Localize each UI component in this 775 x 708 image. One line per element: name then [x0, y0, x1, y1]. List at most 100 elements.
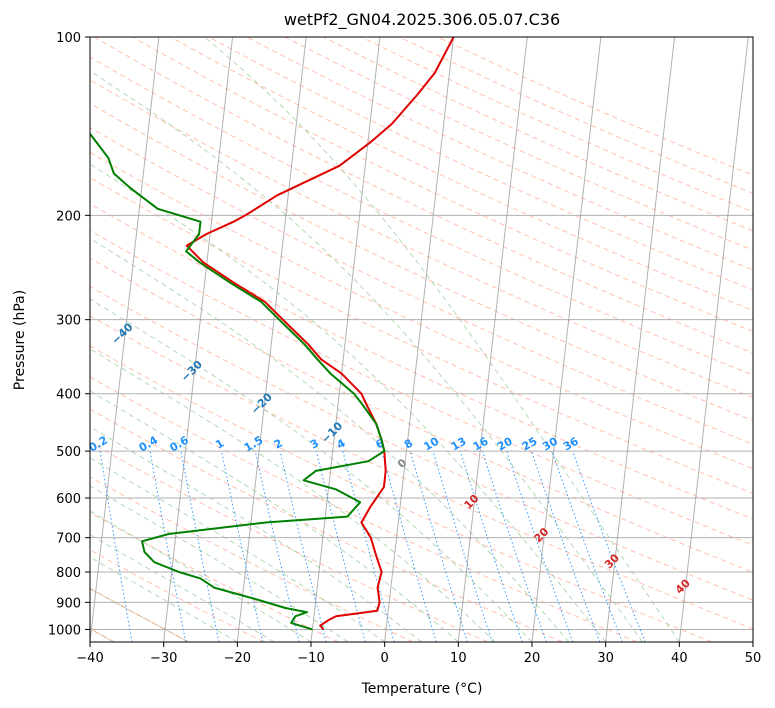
mixing-ratio-line [342, 450, 395, 642]
x-tick-label: 10 [450, 651, 467, 666]
isotherm-line [457, 37, 528, 642]
mixing-ratio-line [254, 450, 300, 642]
isotherm-label: −50 [40, 281, 67, 308]
mixing-ratio-line [180, 451, 220, 642]
dewpoint-line [90, 132, 386, 631]
adiabat-label: 0 [395, 456, 410, 471]
dry-adiabat-line [93, 37, 753, 354]
dry-adiabat-line [246, 37, 753, 271]
y-tick-label: 500 [56, 445, 81, 460]
y-tick-label: 1000 [48, 623, 81, 638]
dry-adiabat-line [90, 177, 753, 495]
mixing-ratio-line [381, 450, 437, 642]
moist-adiabat-line [90, 390, 459, 642]
y-tick-label: 200 [56, 209, 81, 224]
x-tick-label: 20 [524, 651, 541, 666]
mixing-ratio-line [530, 450, 601, 642]
dry-adiabat-line [90, 408, 563, 642]
moist-adiabat-line [90, 238, 570, 642]
moist-adiabat-line [90, 457, 385, 642]
dry-adiabat-line [90, 512, 339, 642]
x-tick-label: 50 [745, 651, 762, 666]
y-axis-ticks: 1000 900 800 700 600 500 400 300 200 100 [48, 31, 90, 638]
y-tick-label: 100 [56, 31, 81, 46]
x-tick-label: 0 [381, 651, 389, 666]
isotherm-line [90, 37, 160, 642]
x-tick-label: 40 [671, 651, 688, 666]
mixing-ratio-line [315, 450, 366, 642]
mixing-ratio-line [149, 451, 187, 642]
isotherm-line [310, 37, 381, 642]
dry-adiabat-line [90, 376, 638, 642]
isotherm-line [384, 37, 455, 642]
isotherm-line [163, 37, 234, 642]
isotherm-label: −30 [178, 358, 205, 385]
moist-adiabat-line [90, 510, 312, 642]
dry-adiabat-line [90, 102, 753, 422]
mixing-ratio-line [459, 450, 523, 642]
adiabat-label: 30 [602, 551, 622, 571]
dry-adiabat-line [90, 56, 753, 376]
isotherm-line [752, 637, 753, 642]
moist-adiabat-line [90, 298, 533, 642]
y-tick-label: 700 [56, 532, 81, 547]
isotherm-line [0, 37, 12, 642]
isotherm-line [531, 37, 602, 642]
dry-adiabat-line [90, 285, 753, 601]
dry-adiabat-line [322, 37, 753, 232]
mixing-ratio-line [409, 450, 468, 642]
temperature-line [185, 37, 455, 631]
moist-adiabat-line [90, 70, 643, 642]
y-tick-label: 400 [56, 388, 81, 403]
mixing-ratio-line [481, 450, 547, 642]
adiabat-label: 40 [673, 576, 693, 596]
isotherm-line [236, 37, 307, 642]
dry-adiabat-line [90, 476, 414, 642]
dry-adiabat-line [170, 37, 753, 312]
mixing-ratio-line [432, 450, 493, 642]
moist-adiabat-line [90, 163, 607, 642]
isotherm-lines [0, 37, 753, 642]
x-axis-label: Temperature (°C) [361, 681, 483, 697]
y-tick-label: 300 [56, 314, 81, 329]
moist-adiabat-line [90, 348, 496, 642]
mixing-ratio-line [572, 450, 646, 642]
x-tick-label: −10 [297, 651, 324, 666]
series-lines [90, 37, 455, 631]
isotherm-label: −20 [248, 390, 275, 417]
reference-curve [90, 587, 190, 642]
mixing-ratio-label: 4 [335, 436, 348, 451]
adiabat-label: 20 [531, 525, 551, 545]
background-lines [90, 37, 753, 642]
dry-adiabat-line [90, 549, 264, 642]
dry-adiabat-line [284, 37, 753, 251]
mixing-ratio-line [279, 450, 327, 642]
mixing-ratio-label: 3 [308, 437, 321, 452]
pressure-gridlines [90, 37, 753, 630]
y-tick-label: 600 [56, 492, 81, 507]
mixing-ratio-line [221, 450, 264, 642]
mixing-ratio-lines [99, 450, 646, 642]
isotherm-line [605, 37, 676, 642]
chart-title: wetPf2_GN04.2025.306.05.07.C36 [284, 10, 560, 30]
x-axis-ticks: −40 −30 −20 −10 0 10 20 30 40 50 [76, 642, 761, 666]
isotherm-line [678, 37, 749, 642]
y-axis-label: Pressure (hPa) [12, 290, 28, 390]
dry-adiabat-line [90, 345, 712, 642]
dry-adiabat-line [90, 441, 488, 642]
moist-adiabat-line [90, 534, 275, 642]
dry-adiabat-line [90, 151, 753, 470]
plot-frame [89, 36, 754, 643]
mixing-ratio-line [551, 450, 623, 642]
x-tick-label: −40 [76, 651, 103, 666]
dry-adiabat-line [360, 37, 753, 213]
mixing-ratio-line [506, 450, 574, 642]
y-tick-label: 900 [56, 596, 81, 611]
dry-adiabat-line [132, 37, 753, 333]
y-tick-label: 800 [56, 566, 81, 581]
x-tick-label: −30 [150, 651, 177, 666]
moist-adiabat-line [90, 426, 422, 642]
x-tick-label: 30 [597, 651, 614, 666]
x-tick-label: −20 [224, 651, 251, 666]
